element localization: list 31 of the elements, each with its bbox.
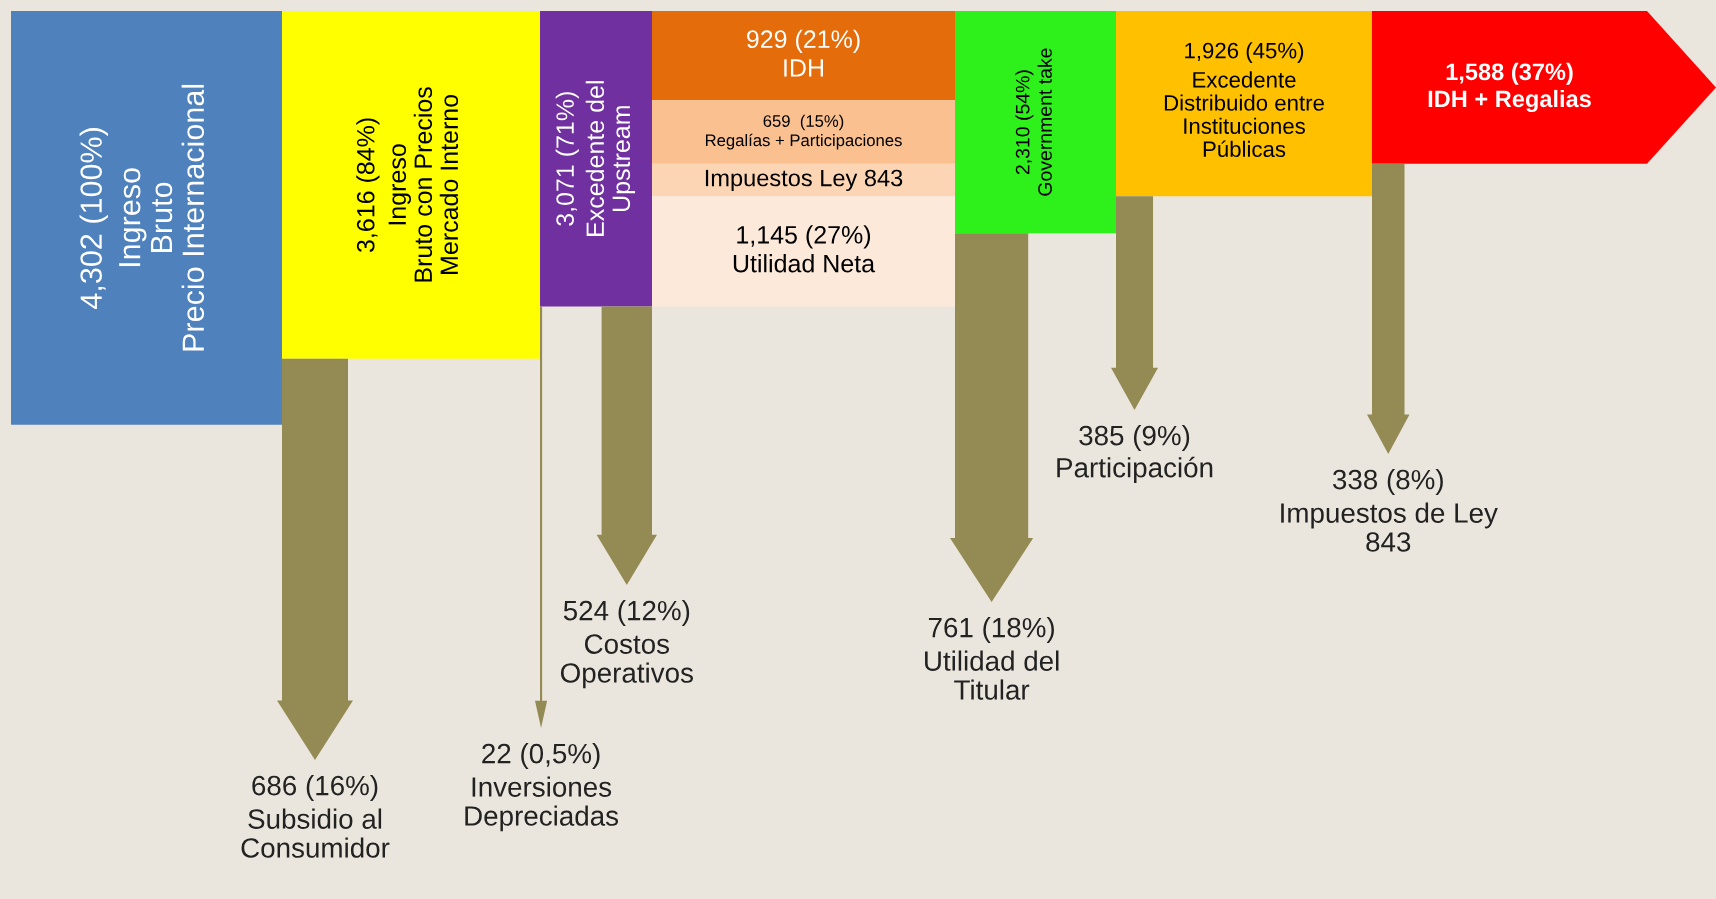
- data-label: 2,310 (54%): [1015, 70, 1034, 175]
- category-label: Utilidad del Titular: [925, 650, 1059, 700]
- data-label: 1,588 (37%): [1446, 62, 1573, 85]
- category-label: Costos Operativos: [560, 634, 693, 689]
- data-label: 3,616 (84%): [356, 118, 380, 253]
- category-label: IDH: [784, 59, 823, 77]
- category-label: Utilidad Neta: [733, 254, 876, 273]
- category-label: Impuestos Ley 843: [705, 169, 903, 192]
- category-label: Inversiones Depreciadas: [465, 776, 619, 832]
- category-label: Government take: [1037, 48, 1052, 196]
- category-label: Participación: [1057, 456, 1213, 484]
- data-label: 761 (18%): [928, 617, 1054, 643]
- data-label: 1,926 (45%): [1185, 42, 1304, 63]
- category-label: Impuestos de Ley 843: [1281, 502, 1498, 552]
- category-label: Excedente del Upstream: [585, 81, 636, 236]
- data-label: 524 (12%): [563, 600, 690, 626]
- data-label: 4,302 (100%): [79, 128, 109, 309]
- data-label: 385 (9%): [1079, 425, 1190, 451]
- data-label: 686 (16%): [252, 775, 378, 801]
- data-label: 929 (21%): [747, 29, 860, 53]
- category-label: IDH + Regalias: [1428, 89, 1591, 113]
- category-label: Ingreso Bruto con Precios Mercado Interno: [388, 87, 459, 282]
- data-label: 3,071 (71%): [555, 92, 579, 226]
- data-label: 338 (8%): [1332, 469, 1443, 495]
- data-label: 659 (15%): [763, 114, 844, 131]
- data-label: 22 (0,5%): [482, 743, 600, 769]
- category-label: Excedente Distribuido entre Instituciones Públicas: [1164, 71, 1324, 158]
- category-label: Regalías + Participaciones: [705, 133, 902, 150]
- category-label: Ingreso Bruto Precio Internacional: [119, 84, 205, 351]
- category-label: Subsidio al Consumidor: [241, 808, 390, 858]
- data-label: 1,145 (27%): [737, 225, 871, 249]
